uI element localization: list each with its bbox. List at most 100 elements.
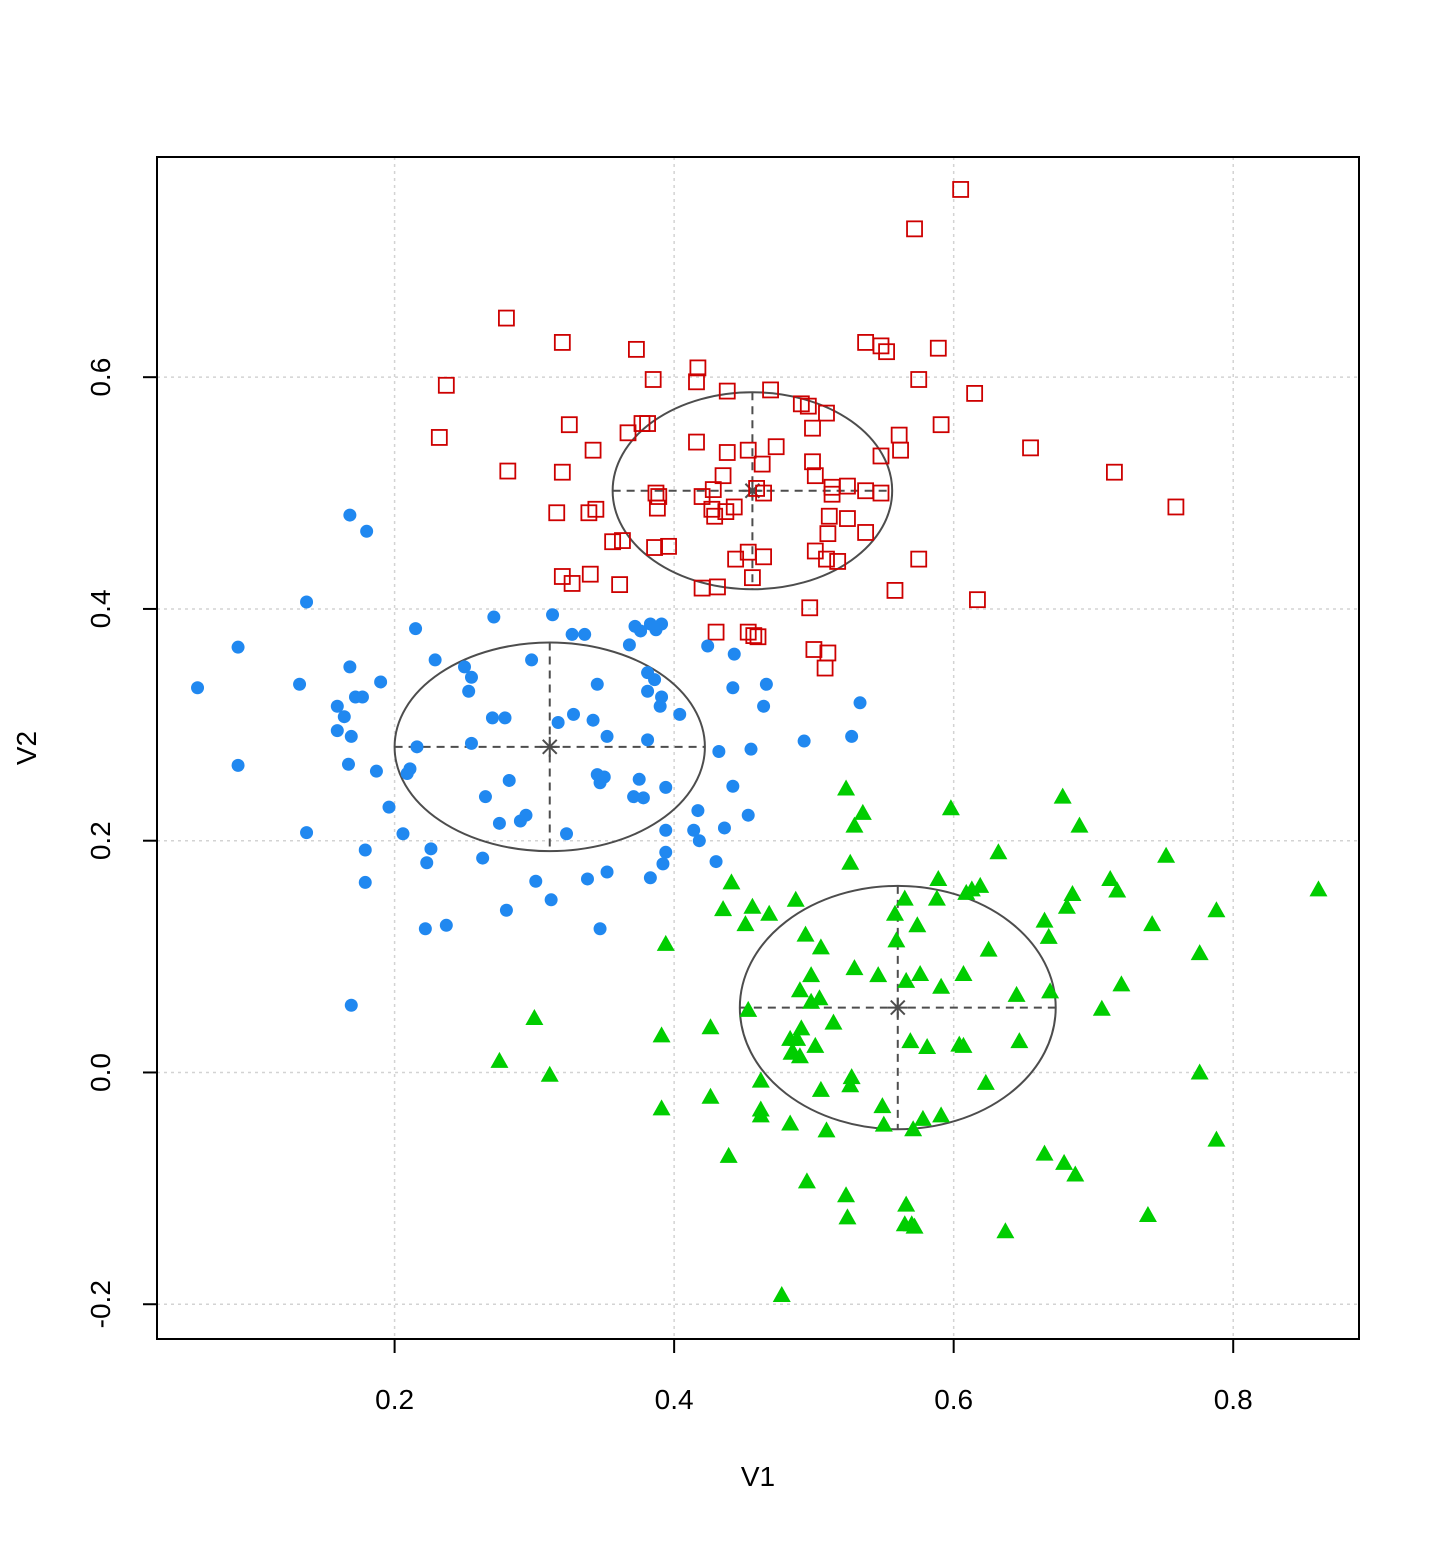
point-triangle [760, 904, 779, 921]
point-circle [300, 595, 314, 609]
point-triangle [1092, 999, 1111, 1016]
point-square [892, 441, 909, 459]
point-triangle [1207, 901, 1226, 918]
point-square [872, 447, 890, 465]
axes: 0.2 0.4 0.6 0.8 -0.2 0.0 0.2 0.4 0.6 [85, 358, 1253, 1415]
point-triangle [885, 904, 904, 921]
point-square [755, 484, 772, 502]
point-square [804, 419, 821, 437]
point-triangle [1108, 881, 1127, 898]
point-square [614, 532, 631, 549]
point-circle [418, 922, 432, 936]
point-circle [231, 640, 245, 654]
point-circle [845, 729, 859, 743]
point-circle [709, 855, 723, 869]
point-square [714, 467, 732, 485]
point-square [872, 484, 890, 502]
point-circle [343, 660, 357, 674]
point-square [952, 181, 970, 198]
point-triangle [887, 931, 906, 948]
point-circle [337, 710, 351, 724]
point-square [767, 438, 785, 456]
point-triangle [796, 925, 815, 942]
cluster-center-star [887, 997, 908, 1018]
y-tick-label: 0.4 [85, 589, 116, 628]
point-circle [565, 627, 579, 641]
point-circle [344, 998, 358, 1012]
point-circle [701, 639, 715, 653]
point-circle [641, 684, 655, 698]
point-square [707, 623, 725, 641]
point-square [829, 553, 847, 570]
point-circle [727, 647, 741, 661]
point-circle [492, 816, 506, 830]
point-triangle [1035, 1144, 1054, 1161]
point-circle [330, 724, 344, 738]
point-circle [330, 699, 344, 713]
cluster-ellipses [393, 391, 1057, 1131]
point-square [749, 628, 767, 646]
point-square [878, 343, 895, 361]
point-triangle [817, 1121, 836, 1138]
point-square [906, 220, 923, 238]
point-circle [502, 773, 516, 787]
point-square [929, 339, 947, 357]
point-circle [560, 827, 574, 841]
point-circle [396, 827, 410, 841]
point-circle [191, 681, 205, 695]
point-triangle [781, 1114, 800, 1131]
point-square [886, 582, 904, 599]
point-triangle [788, 1029, 807, 1046]
point-triangle [1066, 1165, 1085, 1182]
point-circle [300, 826, 314, 840]
y-tick-label: -0.2 [85, 1280, 116, 1328]
point-triangle [954, 1036, 973, 1053]
point-circle [409, 622, 423, 636]
point-triangle [971, 876, 990, 893]
point-triangle [751, 1106, 770, 1123]
point-circle [622, 638, 636, 652]
point-circle [634, 624, 648, 638]
point-circle [439, 918, 453, 932]
point-triangle [908, 916, 927, 933]
point-square [818, 550, 835, 568]
point-circle [636, 791, 650, 805]
point-circle [627, 790, 641, 804]
point-circle [485, 711, 499, 725]
point-triangle [701, 1087, 720, 1104]
point-circle [567, 707, 581, 721]
plot-frame [156, 156, 1360, 1340]
point-square [718, 382, 736, 400]
point-triangle [1039, 927, 1058, 944]
point-square [739, 441, 757, 459]
point-circle [355, 690, 369, 704]
point-square [563, 575, 581, 592]
point-circle [593, 922, 607, 936]
point-square [1106, 463, 1123, 481]
point-circle [653, 699, 667, 713]
point-circle [358, 843, 372, 857]
point-circle [600, 865, 614, 879]
point-triangle [792, 1019, 811, 1036]
point-square [709, 578, 726, 596]
point-triangle [913, 1109, 932, 1126]
point-circle [424, 842, 438, 856]
point-circle [462, 684, 476, 698]
point-circle [659, 823, 673, 837]
grid-lines [157, 157, 1359, 1339]
point-square [689, 359, 707, 377]
point-triangle [1041, 982, 1060, 999]
point-square [805, 641, 823, 658]
point-square [804, 453, 821, 471]
point-square [430, 429, 448, 446]
point-triangle [842, 1068, 861, 1085]
point-triangle [1207, 1130, 1226, 1147]
point-square [706, 507, 724, 525]
point-triangle [873, 1097, 892, 1114]
point-circle [659, 780, 673, 794]
point-square [648, 499, 666, 517]
point-circle [478, 790, 492, 804]
cluster-center-star [539, 736, 560, 757]
point-circle [757, 699, 771, 713]
